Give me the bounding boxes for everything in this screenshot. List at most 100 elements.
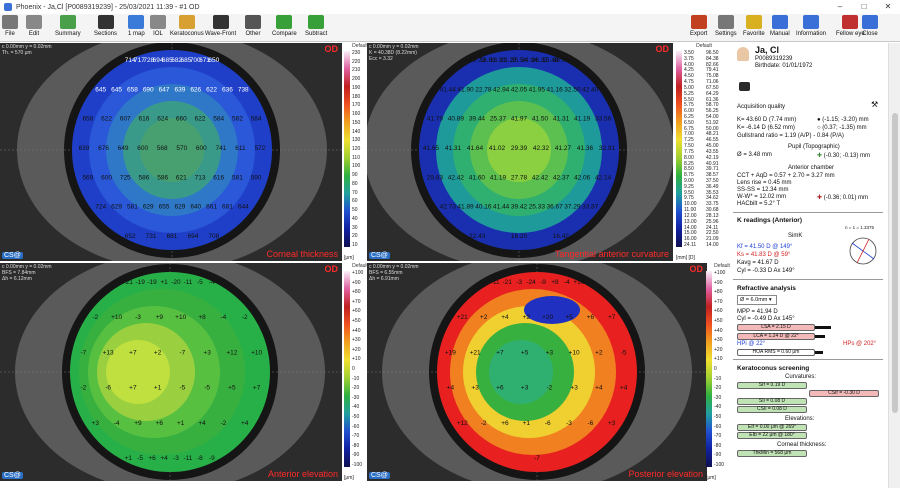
camera-icon[interactable] [739, 82, 750, 91]
map-value: 661 [206, 204, 217, 211]
scale-label: -100 [352, 462, 363, 468]
scale-label: 60 [352, 198, 358, 205]
scale-label: -60 [714, 423, 722, 430]
toolbar-sections-button[interactable]: Sections [94, 15, 117, 41]
posterior-elevation-map[interactable]: -11 -21 -3 -24 -9 +8 -4 +10 +21 +2 +4 +2 +20 +5 +6 +7 +1… [367, 263, 707, 481]
cs-badge[interactable]: CS@ [369, 252, 390, 259]
map-value: +2 [154, 349, 162, 356]
eib-indicator: EIb = 22 μm @ 180° [737, 432, 807, 439]
map-value: -7 [534, 455, 540, 462]
toolbar-export-button[interactable]: Export [690, 15, 707, 41]
color-scale-bar [344, 271, 350, 467]
map-value: 690 [143, 86, 154, 93]
scale-label-diopter: 36.49 [706, 183, 719, 190]
toolbar-settings-button[interactable]: Settings [715, 15, 737, 41]
toolbar-map-button[interactable]: 1 map [128, 15, 145, 41]
scale-label: 100 [352, 163, 361, 170]
map-value: 32.50 [564, 86, 581, 93]
minimize-button[interactable]: – [837, 2, 843, 11]
toolbar-iol-button[interactable]: IOL [150, 15, 166, 41]
scale-label: 80 [352, 180, 358, 187]
map-canvas: 19.7318.8116.8123.2235.5434.9426.3715.48… [367, 43, 673, 261]
close-window-button[interactable]: ✕ [884, 2, 892, 11]
map-value: 570 [176, 145, 187, 152]
map-canvas: -11 -21 -3 -24 -9 +8 -4 +10+21 +2 +4 +2 +20 +5 +6 +7+1… [367, 263, 707, 481]
toolbar-fellow-eye-button[interactable]: Fellow eye [836, 15, 865, 41]
map-value: 629 [111, 204, 122, 211]
scrollbar-thumb[interactable] [892, 113, 898, 413]
map-value: +9 [134, 420, 142, 427]
scale-unit: [μm] [344, 255, 354, 261]
map-value: 676 [98, 145, 109, 152]
scale-label-diopter: 24.11 [706, 224, 719, 231]
cs-badge[interactable]: CS@ [2, 472, 23, 479]
map-value: 725 [120, 174, 131, 181]
keratoconus-icon [178, 15, 195, 29]
map-value: 16.81 [490, 57, 507, 64]
map-value: +7 [129, 385, 137, 392]
acquisition-quality-label: Acquisition quality [737, 104, 786, 110]
map-value: 41.36 [577, 145, 594, 152]
tools-icon[interactable]: ⚒ [871, 100, 879, 109]
toolbar-manual-button[interactable]: Manual [770, 15, 790, 41]
map-value: 42.40 [582, 86, 599, 93]
map-value: +4 [501, 314, 509, 321]
close-icon [862, 15, 878, 29]
toolbar-information-button[interactable]: Information [796, 15, 826, 41]
map-value: 622 [206, 86, 217, 93]
map-value: +2 [595, 349, 603, 356]
scale-label: 8.00 [684, 154, 694, 161]
scale-label-diopter: 35.53 [706, 189, 719, 196]
scale-header[interactable]: Default [352, 43, 368, 49]
scale-label: 120 [352, 146, 361, 152]
map-value: 32.91 [599, 145, 616, 152]
zone-select[interactable]: Ø = 6.0mm ▾ [737, 295, 777, 305]
scale-header[interactable]: Default [352, 263, 368, 269]
manual-icon [771, 15, 788, 29]
cs-badge[interactable]: CS@ [2, 252, 23, 259]
info-panel-scrollbar[interactable] [888, 43, 900, 488]
maximize-button[interactable]: □ [861, 2, 867, 11]
scale-label: 8.50 [684, 166, 694, 173]
map-value: 36.67 [546, 204, 563, 211]
corneal-thickness-map[interactable]: 714 717 728 694 685 682 685 700 671 650 645 645 658 6… [0, 43, 342, 261]
scale-header[interactable]: Default [714, 263, 730, 269]
scale-label: 4.75 [684, 79, 694, 86]
anterior-elevation-map[interactable]: -21 -19 -19 +1 -20 -11 -5 -4 -2 +10 -3 +9 +10 +8 -4 -2-… [0, 263, 342, 481]
toolbar-file-button[interactable]: File [2, 15, 18, 41]
map-value: 41.19 [490, 174, 507, 181]
map-value: -9 [209, 455, 215, 462]
map-value: +3 [92, 420, 100, 427]
map-value: 23.22 [500, 57, 517, 64]
settings-icon [717, 15, 734, 29]
scale-label: +40 [352, 327, 361, 334]
map-value: +1 [124, 455, 132, 462]
toolbar-close-button[interactable]: Close [862, 15, 878, 41]
tangential-curvature-map[interactable]: 19.73 18.81 16.81 23.22 35.54 34.94 26.37 15.48… [367, 43, 673, 261]
map-value: -5 [137, 455, 143, 462]
toolbar-favorite-button[interactable]: Favorite [743, 15, 765, 41]
scale-label: 160 [352, 111, 361, 118]
map-value: -5 [179, 385, 185, 392]
scale-label: +50 [352, 318, 361, 324]
toolbar-summary-button[interactable]: Summary [55, 15, 81, 41]
kf-value: Kf = 41.50 D @ 149° [737, 244, 793, 250]
toolbar-keratoconus-button[interactable]: Keratoconus [170, 15, 204, 41]
toolbar-compare-button[interactable]: Compare [272, 15, 297, 41]
scale-label: -20 [714, 385, 722, 392]
cs-badge[interactable]: CS@ [369, 472, 390, 479]
map-value: +4 [241, 420, 249, 427]
map-value: 660 [176, 116, 187, 123]
toolbar-wavefront-button[interactable]: Wave-Front [205, 15, 236, 41]
main-toolbar: File Edit Summary Sections 1 map IOL Keratocon… [0, 14, 900, 42]
toolbar-subtract-button[interactable]: Subtract [305, 15, 327, 41]
scale-label: +30 [714, 337, 723, 344]
map-value: +1 [177, 420, 185, 427]
toolbar-edit-button[interactable]: Edit [26, 15, 42, 41]
map-value: 584 [213, 116, 224, 123]
title-bar: Phoenix - Ja,Cl [P0089319239] - 25/03/20… [0, 0, 900, 14]
toolbar-more-button[interactable]: Other [245, 15, 261, 41]
map-value: 41.16 [546, 86, 563, 93]
map-value: +21 [457, 314, 468, 321]
scale-header[interactable]: Default [696, 43, 712, 49]
